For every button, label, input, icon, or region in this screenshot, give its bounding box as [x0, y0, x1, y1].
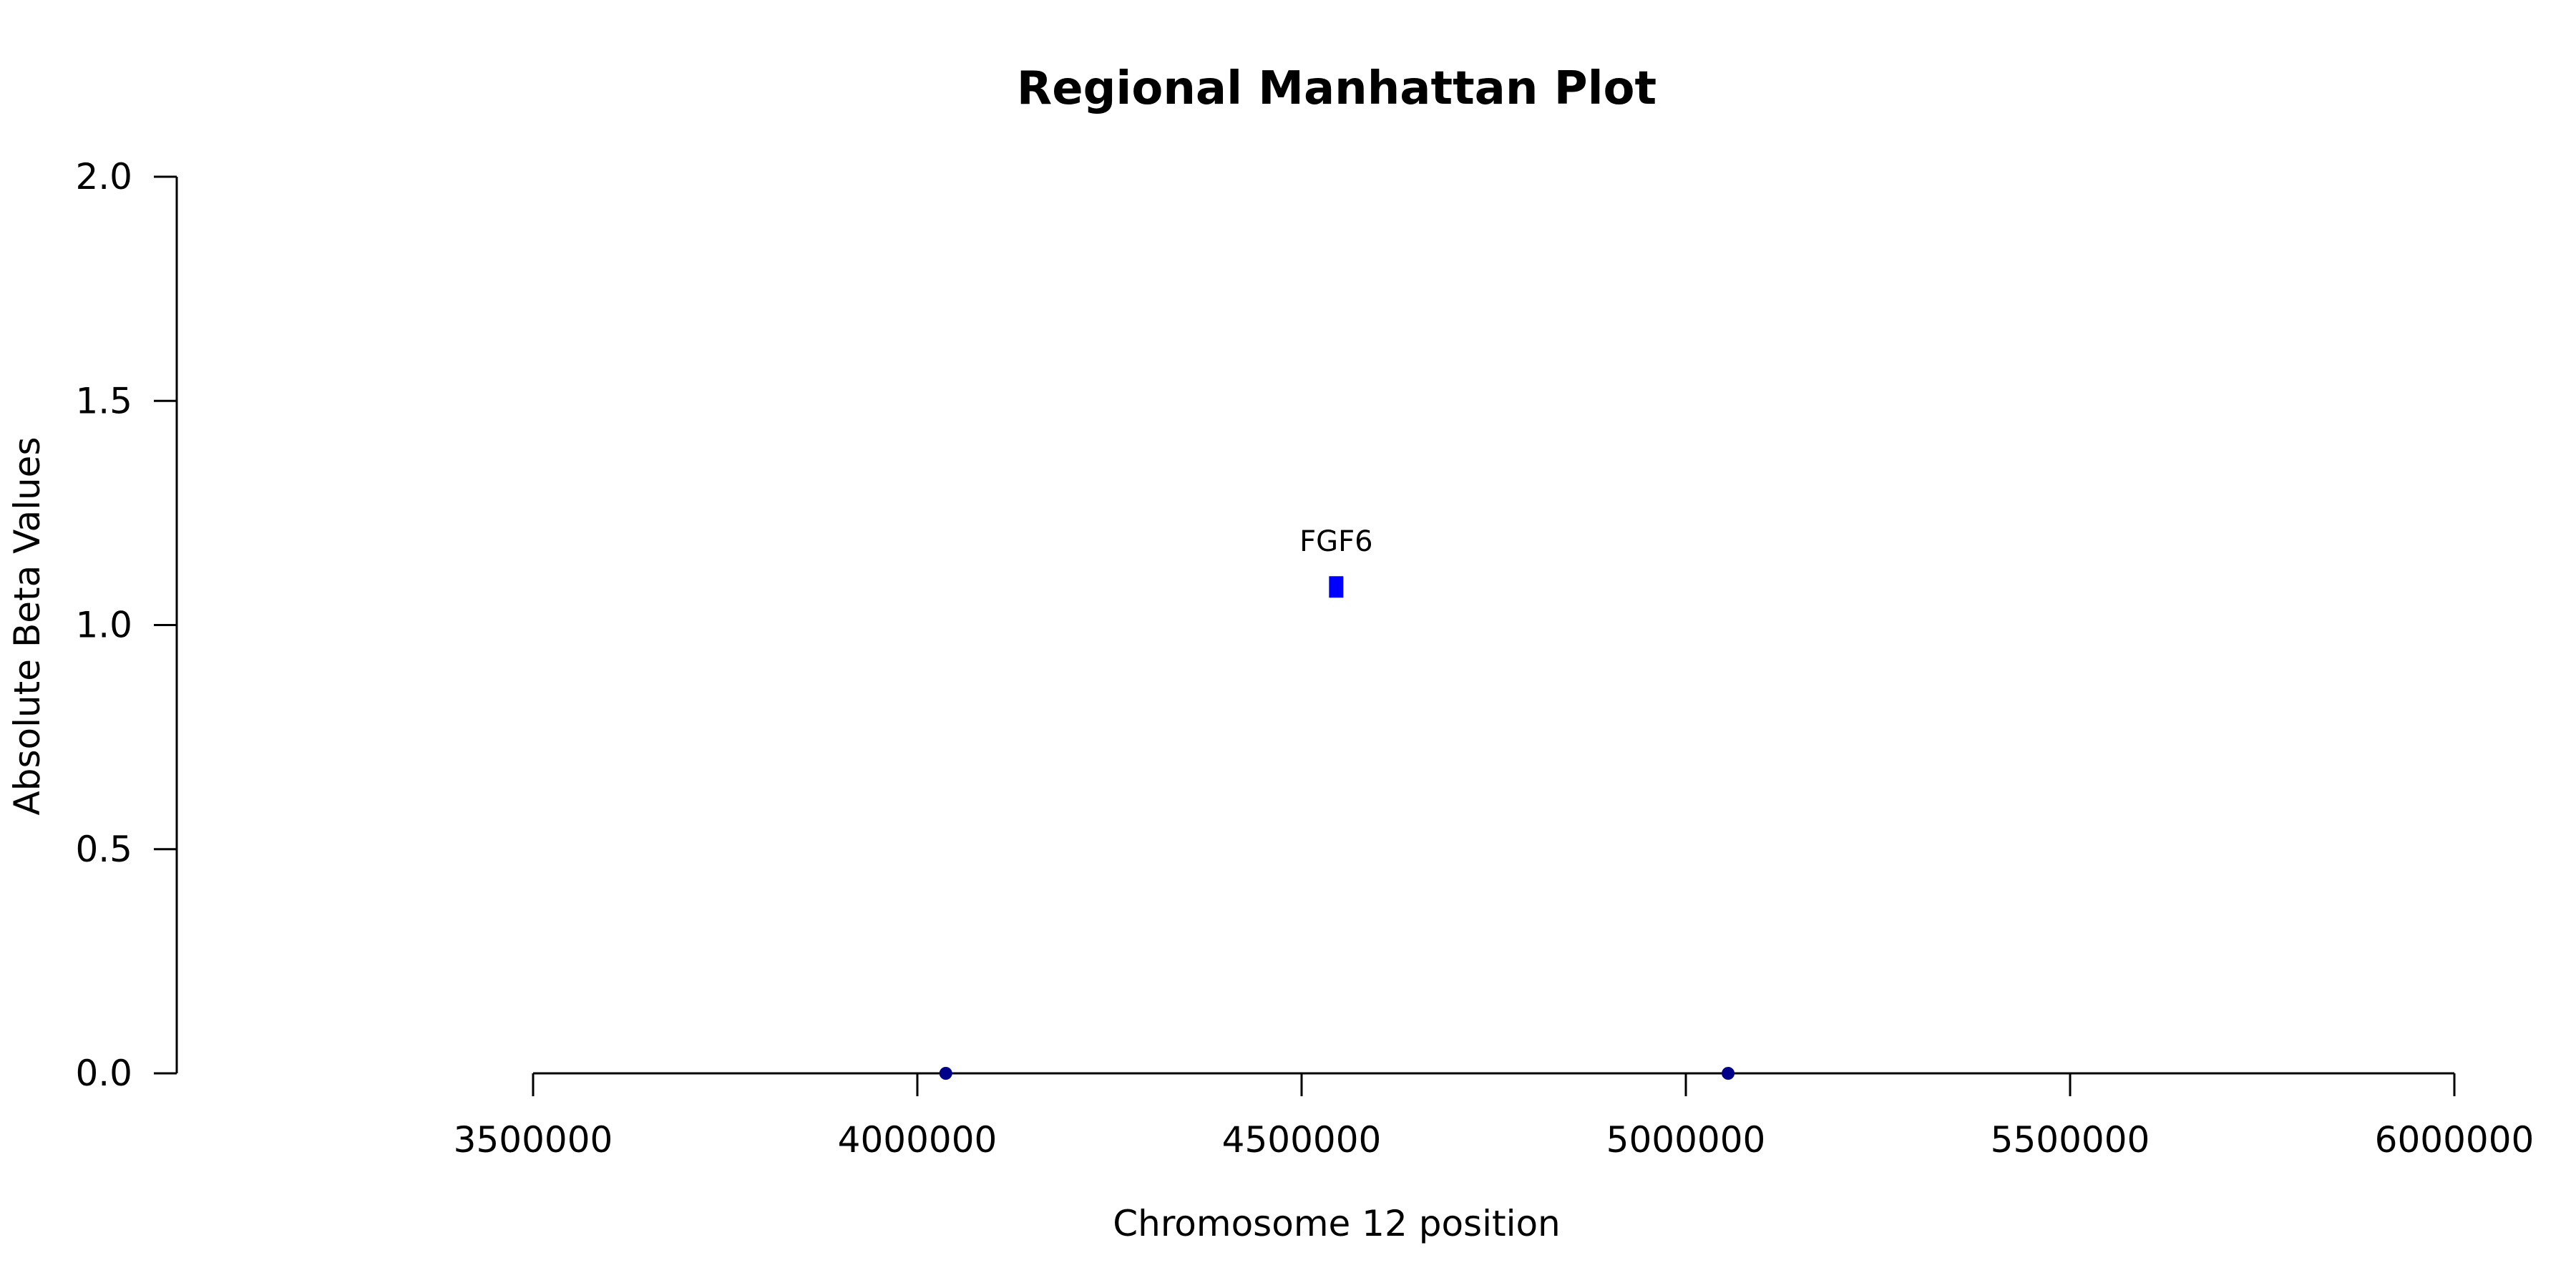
x-tick-label: 5500000 — [1991, 1119, 2150, 1161]
y-tick-label: 0.0 — [75, 1053, 132, 1094]
x-tick-label: 3500000 — [454, 1119, 613, 1161]
data-point — [1722, 1067, 1735, 1080]
data-point-highlight — [1329, 576, 1344, 598]
x-tick-label: 6000000 — [2375, 1119, 2534, 1161]
data-points: FGF6 — [939, 525, 1735, 1080]
point-annotation: FGF6 — [1299, 525, 1372, 558]
chart-title: Regional Manhattan Plot — [1017, 62, 1657, 115]
x-axis-label: Chromosome 12 position — [1113, 1203, 1561, 1244]
x-axis: 3500000 4000000 4500000 5000000 5500000 60000… — [454, 1072, 2534, 1161]
x-tick-label: 5000000 — [1606, 1119, 1766, 1161]
data-point — [939, 1067, 952, 1080]
y-tick-label: 1.0 — [75, 605, 132, 646]
y-tick-label: 1.5 — [75, 380, 132, 421]
y-axis-label: Absolute Beta Values — [6, 437, 48, 816]
y-tick-label: 2.0 — [75, 156, 132, 197]
y-axis: 0.0 0.5 1.0 1.5 2.0 — [75, 156, 178, 1094]
y-tick-label: 0.5 — [75, 829, 132, 870]
x-tick-label: 4500000 — [1222, 1119, 1382, 1161]
x-tick-label: 4000000 — [838, 1119, 997, 1161]
